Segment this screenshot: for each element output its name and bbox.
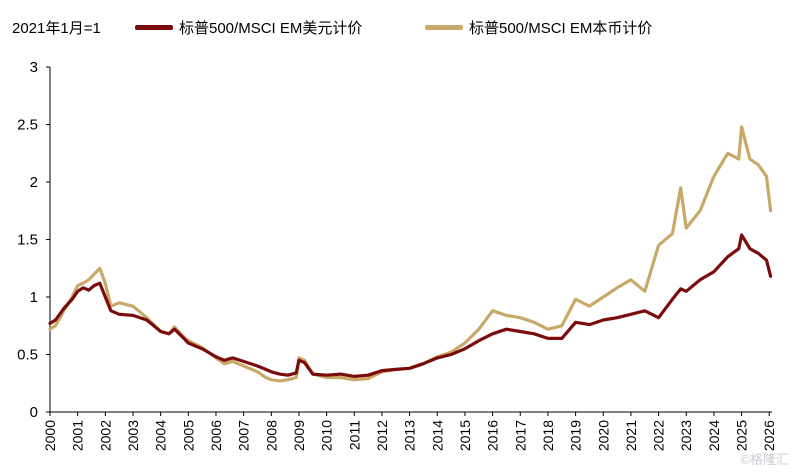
x-tick-label: 2014 <box>429 420 445 451</box>
x-tick-label: 2023 <box>678 420 694 451</box>
y-tick-label: 2 <box>30 174 38 191</box>
y-tick-label: 0.5 <box>17 347 38 364</box>
x-tick-label: 2026 <box>761 420 777 451</box>
x-tick-label: 2003 <box>125 420 141 451</box>
legend-swatch-usd <box>135 25 173 30</box>
x-tick-label: 2007 <box>236 420 252 451</box>
x-tick-label: 2016 <box>485 420 501 451</box>
x-tick-label: 2013 <box>402 420 418 451</box>
legend-label-local: 标普500/MSCI EM本币计价 <box>469 20 653 37</box>
series-layer <box>48 125 773 383</box>
x-tick-label: 2011 <box>346 420 362 450</box>
x-tick-label: 2022 <box>651 420 667 451</box>
x-tick-label: 2025 <box>734 420 750 451</box>
x-tick-label: 2006 <box>208 420 224 451</box>
x-tick-label: 2019 <box>568 420 584 451</box>
x-tick-label: 2005 <box>180 420 196 451</box>
x-tick-label: 2001 <box>70 420 86 451</box>
unit-note: 2021年1月=1 <box>12 20 101 37</box>
legend-item-local: 标普500/MSCI EM本币计价 <box>425 17 652 38</box>
x-tick-label: 2012 <box>374 420 390 451</box>
x-tick-label: 2015 <box>457 420 473 451</box>
y-tick-label: 3 <box>30 59 38 76</box>
legend-item-usd: 标普500/MSCI EM美元计价 <box>135 17 362 38</box>
x-tick-label: 2017 <box>512 420 528 451</box>
x-tick-label: 2004 <box>153 420 169 451</box>
legend-label-usd: 标普500/MSCI EM美元计价 <box>179 20 363 37</box>
x-tick-label: 2020 <box>595 420 611 451</box>
y-tick-label: 0 <box>30 404 38 421</box>
axes: 0 0.5 1 1.5 2 2.5 3 2000 2001 2002 2003 2004 2005 200… <box>17 59 777 451</box>
legend-swatch-local <box>425 25 463 30</box>
x-tick-label: 2018 <box>540 420 556 451</box>
y-tick-label: 2.5 <box>17 117 38 134</box>
x-tick-label: 2008 <box>263 420 279 451</box>
y-tick-label: 1 <box>30 289 38 306</box>
y-tick-label: 1.5 <box>17 232 38 249</box>
x-tick-label: 2002 <box>97 420 113 451</box>
series-line-local <box>48 125 773 383</box>
x-tick-label: 2000 <box>42 420 58 451</box>
watermark: ©格隆汇 <box>740 452 789 467</box>
x-tick-label: 2010 <box>319 420 335 451</box>
x-tick-label: 2009 <box>291 420 307 451</box>
series-line-usd <box>48 233 773 378</box>
x-tick-label: 2024 <box>706 420 722 451</box>
x-tick-label: 2021 <box>623 420 639 451</box>
